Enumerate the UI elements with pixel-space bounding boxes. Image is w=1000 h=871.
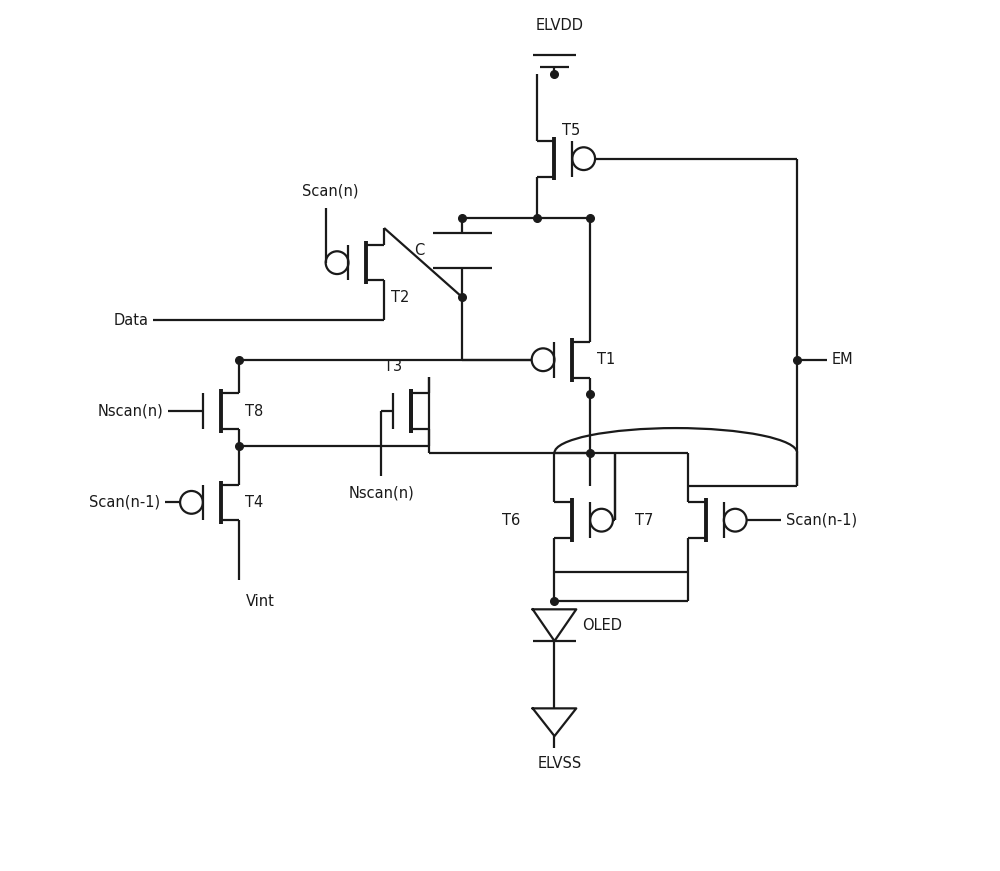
Text: T7: T7 (635, 513, 654, 528)
Text: C: C (414, 243, 425, 258)
Text: T8: T8 (245, 404, 264, 419)
Text: T2: T2 (391, 290, 409, 306)
Text: T3: T3 (384, 359, 402, 374)
Text: T1: T1 (597, 352, 615, 368)
Text: Scan(n-1): Scan(n-1) (786, 513, 857, 528)
Text: T6: T6 (502, 513, 520, 528)
Text: Scan(n-1): Scan(n-1) (89, 495, 160, 510)
Text: ELVDD: ELVDD (535, 18, 583, 33)
Text: ELVSS: ELVSS (537, 756, 582, 771)
Text: EM: EM (832, 352, 853, 368)
Text: Data: Data (113, 313, 148, 327)
Text: T5: T5 (562, 124, 581, 138)
Text: Nscan(n): Nscan(n) (348, 485, 414, 501)
Text: OLED: OLED (582, 618, 622, 632)
Text: Scan(n): Scan(n) (302, 183, 359, 199)
Text: T4: T4 (245, 495, 264, 510)
Text: Vint: Vint (245, 595, 274, 610)
Text: Nscan(n): Nscan(n) (98, 404, 163, 419)
